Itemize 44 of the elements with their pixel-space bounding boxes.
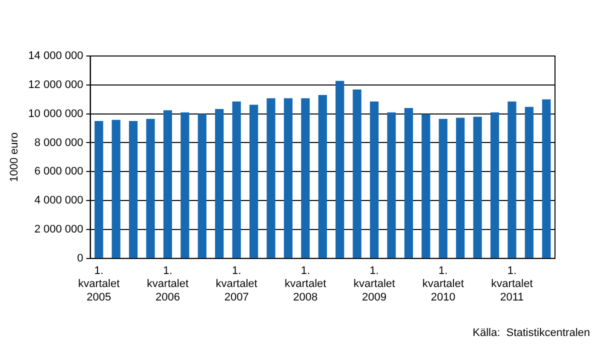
bar bbox=[128, 121, 138, 258]
bar bbox=[249, 104, 258, 258]
bar bbox=[490, 112, 500, 258]
x-tick-label: 1. kvartalet 2007 bbox=[216, 265, 258, 304]
bar bbox=[387, 112, 396, 258]
bar bbox=[352, 90, 362, 258]
bar bbox=[404, 108, 413, 258]
bar bbox=[146, 118, 155, 258]
bar bbox=[318, 95, 327, 258]
x-tick-label: 1. kvartalet 2006 bbox=[146, 265, 188, 304]
x-tick-label: 1. kvartalet 2011 bbox=[491, 265, 533, 304]
x-tick-label: 1. kvartalet 2008 bbox=[284, 265, 326, 304]
x-tick-label: 1. kvartalet 2005 bbox=[78, 265, 120, 304]
bar bbox=[163, 110, 172, 258]
bar bbox=[112, 120, 120, 258]
bar bbox=[301, 98, 310, 258]
bar bbox=[370, 102, 379, 258]
bar bbox=[438, 118, 448, 258]
bar bbox=[215, 109, 224, 258]
y-tick-label: 6 000 000 bbox=[34, 166, 84, 178]
bar bbox=[456, 118, 465, 258]
x-tick-label: 1. kvartalet 2009 bbox=[353, 265, 396, 304]
bar bbox=[422, 114, 430, 258]
y-tick-label: 0 bbox=[77, 252, 84, 264]
bar bbox=[266, 98, 276, 258]
y-axis-title: 1000 euro bbox=[8, 132, 21, 182]
bar bbox=[524, 106, 534, 258]
bar bbox=[198, 114, 206, 258]
y-tick-label: 10 000 000 bbox=[28, 108, 84, 120]
y-tick-label: 4 000 000 bbox=[34, 194, 84, 207]
y-tick-label: 2 000 000 bbox=[34, 224, 84, 236]
y-tick-label: 8 000 000 bbox=[34, 136, 84, 149]
y-tick-label: 12 000 000 bbox=[28, 78, 84, 91]
bar bbox=[336, 80, 344, 258]
bar bbox=[542, 99, 551, 258]
bar bbox=[232, 102, 241, 258]
bar bbox=[508, 102, 516, 258]
bar bbox=[180, 112, 190, 258]
bar bbox=[94, 121, 104, 258]
x-tick-label: 1. kvartalet 2010 bbox=[422, 265, 464, 304]
bar bbox=[284, 98, 293, 258]
y-tick-label: 14 000 000 bbox=[28, 50, 84, 62]
bar bbox=[473, 116, 482, 258]
text: Källa: Statistikcentralen bbox=[472, 327, 590, 339]
